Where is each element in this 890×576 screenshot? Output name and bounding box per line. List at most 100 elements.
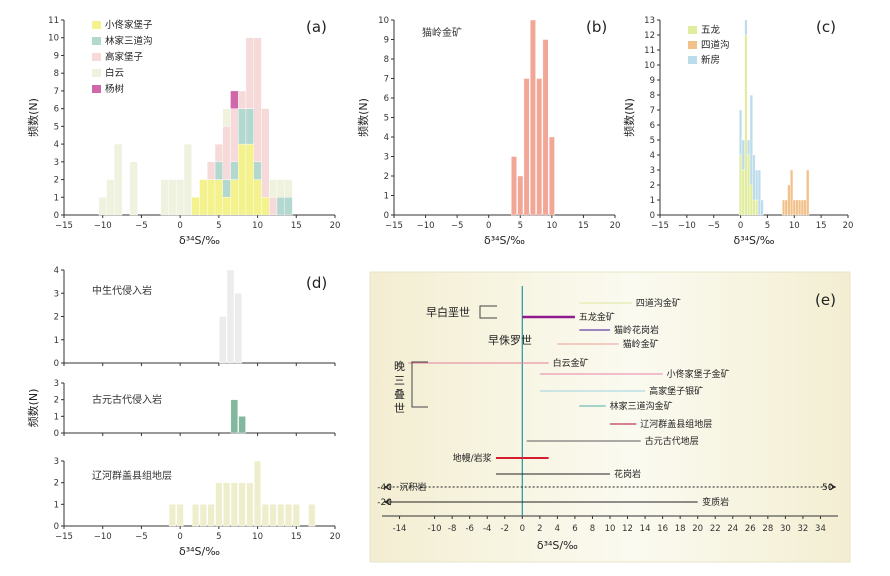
panel-b-x-tick-label: 20 [610, 221, 621, 231]
panel-d-sub3-x-tick-label: 10 [252, 532, 263, 542]
panel-c-y-tick-label: 4 [650, 151, 655, 161]
panel-b-x-tick-label: 0 [486, 221, 491, 231]
panel-d: 0 1 2 3 4 0 1 2 3 频数(N) 0 1 2 3 −15 −10 −5 0 5 10 15 20 δ³⁴S/‰… [26, 266, 340, 558]
panel-e-x-tick-label: 6 [572, 524, 577, 534]
panel-b-x-tick-label: −5 [451, 221, 464, 231]
panel-d-sub2-y-tick-label: 3 [54, 379, 59, 389]
panel-b-y-axis-label: 频数(N) [356, 98, 370, 137]
panel-a-bar-4 [284, 179, 293, 198]
panel-b-y-tick-label: 10 [378, 16, 389, 26]
panel-c-y-tick-label: 9 [650, 76, 655, 86]
panel-e-range-13-max-label: 50 [822, 483, 834, 493]
panel-a-legend-swatch [92, 69, 101, 77]
panel-d-sub3-bar-1 [277, 504, 285, 527]
panel-c-bar-2 [790, 169, 794, 216]
panel-e-x-tick-label: -6 [465, 524, 473, 534]
panel-a-plot: 0 1 2 3 4 5 6 7 8 9 10 11 −15 −10 −5 0 5 10 15 20 频数(N) δ³⁴S/… [26, 16, 340, 247]
panel-b-y-tick-label: 9 [384, 36, 389, 46]
panel-a-x-tick-label: −5 [135, 221, 148, 231]
panel-b-bar-1 [511, 156, 517, 216]
panel-c-y-tick-label: 12 [644, 31, 655, 41]
panel-a-bar-2 [284, 197, 293, 216]
era-late-triassic-char-2: 三 [394, 374, 405, 387]
panel-b-x-axis-label: δ³⁴S/‰ [484, 234, 525, 247]
panel-d-sub1-y-tick-label: 0 [54, 359, 59, 369]
panel-c-bar-2 [784, 199, 788, 216]
panel-b-bar-1 [523, 78, 530, 216]
panel-a-legend-label: 小佟家堡子 [105, 19, 153, 31]
panel-a-y-tick-label: 11 [48, 16, 59, 26]
panel-a-legend-swatch [92, 21, 101, 29]
panel-d-plot: 0 1 2 3 4 0 1 2 3 频数(N) 0 1 2 3 −15 −10 −5 0 5 10 15 20 δ³⁴S/‰ [26, 266, 340, 558]
panel-c-bar-2 [803, 199, 807, 216]
panel-a-y-tick-label: 5 [54, 122, 59, 132]
panel-d-sub3-bar-1 [215, 482, 223, 527]
panel-d-sub3-bar-1 [238, 482, 246, 527]
panel-c-y-tick-label: 0 [650, 211, 655, 221]
panel-d-sub3-bar-1 [192, 504, 200, 527]
panel-d-sub3-bar-1 [230, 482, 238, 527]
panel-a-legend-label: 杨树 [105, 83, 125, 95]
panel-a-bar-2 [238, 108, 247, 145]
panel-a-bar-1 [191, 197, 200, 216]
panel-a-bar-4 [168, 179, 177, 216]
panel-c-y-tick-label: 13 [644, 16, 655, 26]
panel-c-bar-1 [752, 199, 756, 216]
panel-d-sub3-x-tick-label: −15 [55, 532, 73, 542]
panel-b-y-tick-label: 4 [384, 133, 389, 143]
panel-a-x-axis-label: δ³⁴S/‰ [179, 234, 220, 247]
panel-e-range-13-label: 沉积岩 [400, 481, 427, 493]
panel-a-bar-3 [230, 108, 239, 163]
panel-e-x-tick-label: 10 [605, 524, 616, 534]
panel-a-label: (a) [306, 18, 327, 36]
panel-e-range-14-label: 变质岩 [702, 496, 729, 508]
panel-e-x-axis-label: δ³⁴S/‰ [537, 539, 578, 552]
panel-d-sub3-bar-1 [285, 504, 293, 527]
panel-e-range-5-label: 白云金矿 [553, 357, 589, 369]
panel-e-label: (e) [815, 291, 836, 309]
panel-c-bar-2 [787, 184, 791, 216]
panel-b-y-tick-label: 0 [384, 211, 389, 221]
panel-d-sub3-bar-1 [223, 482, 231, 527]
panel-e-x-tick-label: -2 [501, 524, 509, 534]
panel-a-bar-4 [222, 108, 231, 127]
panel-e-range-9-label: 辽河群盖县组地层 [640, 418, 712, 430]
panel-d-sub3-bar-1 [261, 504, 269, 527]
panel-a-y-tick-label: 8 [54, 69, 59, 79]
panel-d-sub2-bar-1 [238, 416, 246, 434]
panel-e-range-2-label: 五龙金矿 [579, 311, 615, 323]
panel-a-bar-3 [253, 37, 262, 163]
panel-a-bar-1 [253, 179, 262, 216]
panel-c-bar-1 [747, 154, 751, 216]
panel-b-label: (b) [586, 18, 607, 36]
panel-d-sub1-bar-1 [226, 269, 235, 364]
panel-a-legend-swatch [92, 53, 101, 61]
panel-d-sub3-x-tick-label: 15 [291, 532, 302, 542]
panel-d-sub1-bar-1 [219, 316, 227, 364]
panel-a-bar-3 [207, 161, 216, 180]
panel-a-bar-4 [276, 179, 285, 198]
panel-c-bar-1 [749, 184, 753, 216]
era-label-late-triassic: 晚 三 叠 世 [394, 360, 409, 415]
panel-a-bar-5 [230, 90, 239, 109]
panel-c-legend-label: 五龙 [701, 24, 721, 36]
panel-c-y-tick-label: 5 [650, 136, 655, 146]
panel-c-x-tick-label: 15 [816, 221, 827, 231]
panel-d-sub3-x-tick-label: 0 [177, 532, 182, 542]
panel-a-y-tick-label: 7 [54, 87, 59, 97]
panel-b-y-tick-label: 3 [384, 153, 389, 163]
panel-c-y-tick-label: 11 [644, 46, 655, 56]
panel-a-y-tick-label: 3 [54, 158, 59, 168]
panel-a-x-tick-label: 10 [252, 221, 263, 231]
panel-c-legend-label: 四道沟 [701, 39, 730, 51]
panel-d-sub1-bar-1 [234, 293, 242, 364]
panel-a-x-tick-label: 0 [177, 221, 182, 231]
panel-a-bar-3 [245, 37, 254, 109]
panel-a-bar-3 [214, 143, 223, 163]
panel-b-y-tick-label: 5 [384, 114, 389, 124]
panel-b-x-tick-label: 5 [518, 221, 523, 231]
panel-a-x-tick-label: 5 [216, 221, 221, 231]
